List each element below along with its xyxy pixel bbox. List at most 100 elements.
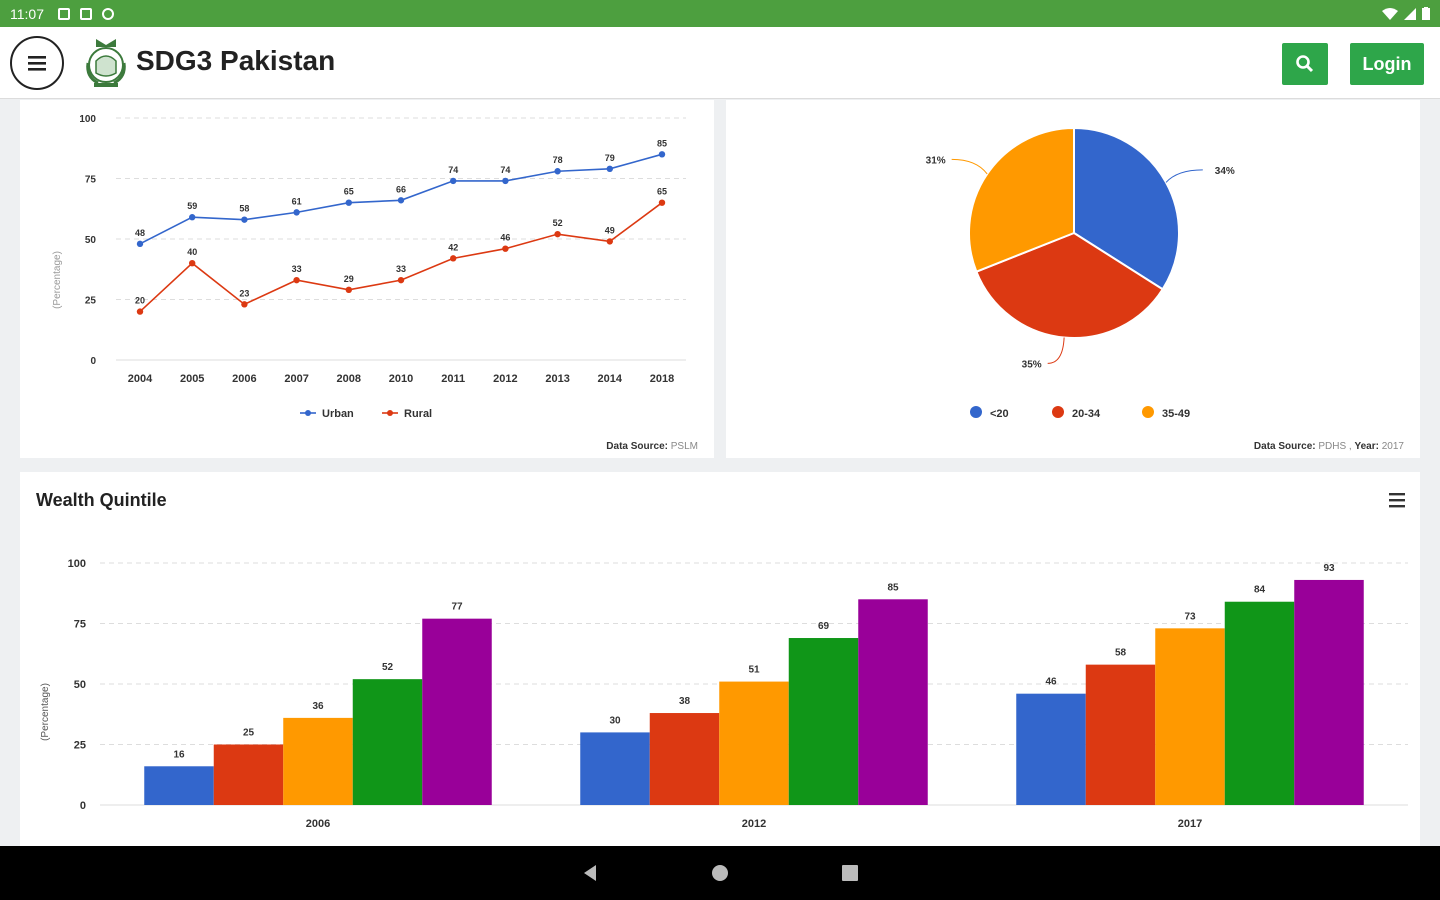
wealth-bar[interactable]: [352, 679, 423, 805]
line-chart-xtick-label: 2011: [441, 373, 465, 385]
pie-value-label: 35%: [1022, 359, 1042, 370]
line-data-label-urban: 66: [396, 184, 406, 194]
line-data-label-rural: 46: [500, 233, 510, 243]
blocked-icon: [102, 7, 114, 20]
legend-label-urban[interactable]: Urban: [322, 408, 354, 420]
pie-chart-data-source: Data Source: PDHS , Year: 2017: [1254, 441, 1404, 452]
wealth-bar[interactable]: [1155, 628, 1225, 805]
login-button[interactable]: Login: [1350, 43, 1424, 85]
line-data-label-urban: 65: [344, 187, 354, 197]
wealth-bar[interactable]: [719, 681, 789, 805]
pie-legend-label[interactable]: <20: [990, 408, 1009, 420]
line-point-urban[interactable]: [136, 240, 144, 248]
wealth-bar[interactable]: [649, 713, 720, 805]
line-chart-xtick-label: 2014: [598, 373, 623, 385]
wealth-bar-value-label: 30: [609, 715, 621, 726]
line-point-urban[interactable]: [397, 197, 405, 204]
bar-chart-xtick-label: 2012: [742, 818, 766, 830]
line-point-rural[interactable]: [658, 199, 666, 206]
legend-label-rural[interactable]: Rural: [404, 408, 432, 420]
app-header: SDG3 Pakistan Login: [0, 27, 1440, 99]
data-source-value: PDHS ,: [1318, 441, 1352, 452]
hamburger-icon: [28, 56, 46, 71]
pie-legend-label[interactable]: 35-49: [1162, 408, 1190, 420]
line-data-label-rural: 49: [605, 225, 615, 235]
line-data-label-urban: 61: [292, 196, 302, 206]
menu-button[interactable]: [10, 36, 64, 90]
line-data-label-rural: 33: [292, 264, 302, 274]
legend-marker-urban: [305, 410, 311, 416]
status-notification-icons: [58, 7, 114, 20]
pie-label-leader: [1047, 337, 1065, 364]
line-chart-xtick-label: 2007: [284, 373, 308, 385]
wealth-bar[interactable]: [580, 732, 650, 805]
line-point-urban[interactable]: [345, 199, 352, 206]
chart-menu-icon[interactable]: [1388, 492, 1406, 508]
line-chart-ytick-label: 50: [85, 235, 97, 246]
pie-value-label: 31%: [926, 155, 946, 166]
line-data-label-urban: 58: [239, 204, 249, 214]
sd-card-icon: [80, 7, 92, 20]
line-point-rural[interactable]: [554, 230, 561, 238]
wealth-bar[interactable]: [858, 599, 928, 805]
line-point-rural[interactable]: [293, 276, 300, 284]
line-point-rural[interactable]: [450, 255, 457, 262]
bar-chart-xtick-label: 2017: [1178, 818, 1202, 830]
line-point-urban[interactable]: [189, 214, 196, 221]
line-chart-xtick-label: 2013: [545, 373, 569, 385]
wealth-bar[interactable]: [422, 618, 492, 805]
wealth-bar-value-label: 16: [173, 749, 185, 760]
line-point-urban[interactable]: [606, 165, 613, 173]
wealth-bar[interactable]: [213, 744, 284, 806]
line-point-urban[interactable]: [241, 216, 248, 223]
line-chart-xtick-label: 2012: [493, 373, 517, 385]
wealth-bar-value-label: 38: [679, 696, 691, 707]
signal-icon: [1404, 7, 1416, 20]
wealth-bar[interactable]: [1294, 579, 1364, 805]
data-source-value: PSLM: [670, 441, 698, 452]
line-point-rural[interactable]: [241, 301, 248, 308]
back-icon[interactable]: [580, 863, 600, 883]
line-point-rural[interactable]: [136, 308, 144, 315]
line-data-label-rural: 33: [396, 264, 406, 274]
line-data-label-rural: 23: [239, 288, 249, 298]
line-chart-ylabel: (Percentage): [52, 251, 63, 309]
wealth-quintile-bar-chart: 0 25 50 75 100 (Percentage) 16 25 36 52 77 30 38 51…: [40, 558, 1408, 830]
wealth-bar[interactable]: [283, 717, 353, 805]
wealth-bar[interactable]: [788, 638, 859, 805]
wealth-bar-value-label: 85: [887, 582, 899, 593]
line-data-label-urban: 74: [500, 165, 510, 175]
bar-chart-xtick-label: 2006: [306, 818, 330, 830]
wealth-bar-value-label: 58: [1115, 648, 1127, 659]
line-point-urban[interactable]: [554, 168, 561, 175]
line-data-label-rural: 52: [553, 218, 563, 228]
line-point-urban[interactable]: [658, 151, 666, 158]
line-point-rural[interactable]: [606, 238, 613, 245]
age-group-pie-chart: 34% 35% 31% <20 20-34 35-49: [926, 126, 1235, 420]
recents-icon[interactable]: [840, 863, 860, 883]
year-label: Year:: [1354, 441, 1379, 452]
wealth-bar[interactable]: [144, 766, 214, 805]
home-icon[interactable]: [710, 863, 730, 883]
wealth-bar[interactable]: [1224, 601, 1295, 805]
wealth-bar[interactable]: [1085, 664, 1156, 805]
bar-chart-ylabel: (Percentage): [40, 683, 51, 741]
line-point-urban[interactable]: [502, 177, 509, 185]
search-button[interactable]: [1282, 43, 1328, 85]
line-data-label-urban: 48: [135, 228, 145, 238]
age-group-chart-card: 34% 35% 31% <20 20-34 35-49 Data Source: PDH…: [726, 100, 1420, 458]
line-data-label-rural: 20: [135, 296, 145, 306]
line-point-rural[interactable]: [345, 286, 352, 294]
line-point-rural[interactable]: [189, 260, 196, 267]
android-nav-bar: [0, 846, 1440, 900]
line-point-urban[interactable]: [450, 177, 457, 185]
line-point-rural[interactable]: [502, 245, 509, 252]
line-chart-data-source: Data Source: PSLM: [606, 441, 698, 452]
line-data-label-rural: 42: [448, 242, 458, 252]
bar-chart-ytick-label: 75: [74, 619, 86, 631]
wealth-bar[interactable]: [1016, 693, 1086, 805]
line-point-urban[interactable]: [293, 209, 300, 216]
line-point-rural[interactable]: [397, 276, 405, 284]
line-chart-ytick-label: 100: [79, 114, 96, 125]
pie-legend-label[interactable]: 20-34: [1072, 408, 1101, 420]
